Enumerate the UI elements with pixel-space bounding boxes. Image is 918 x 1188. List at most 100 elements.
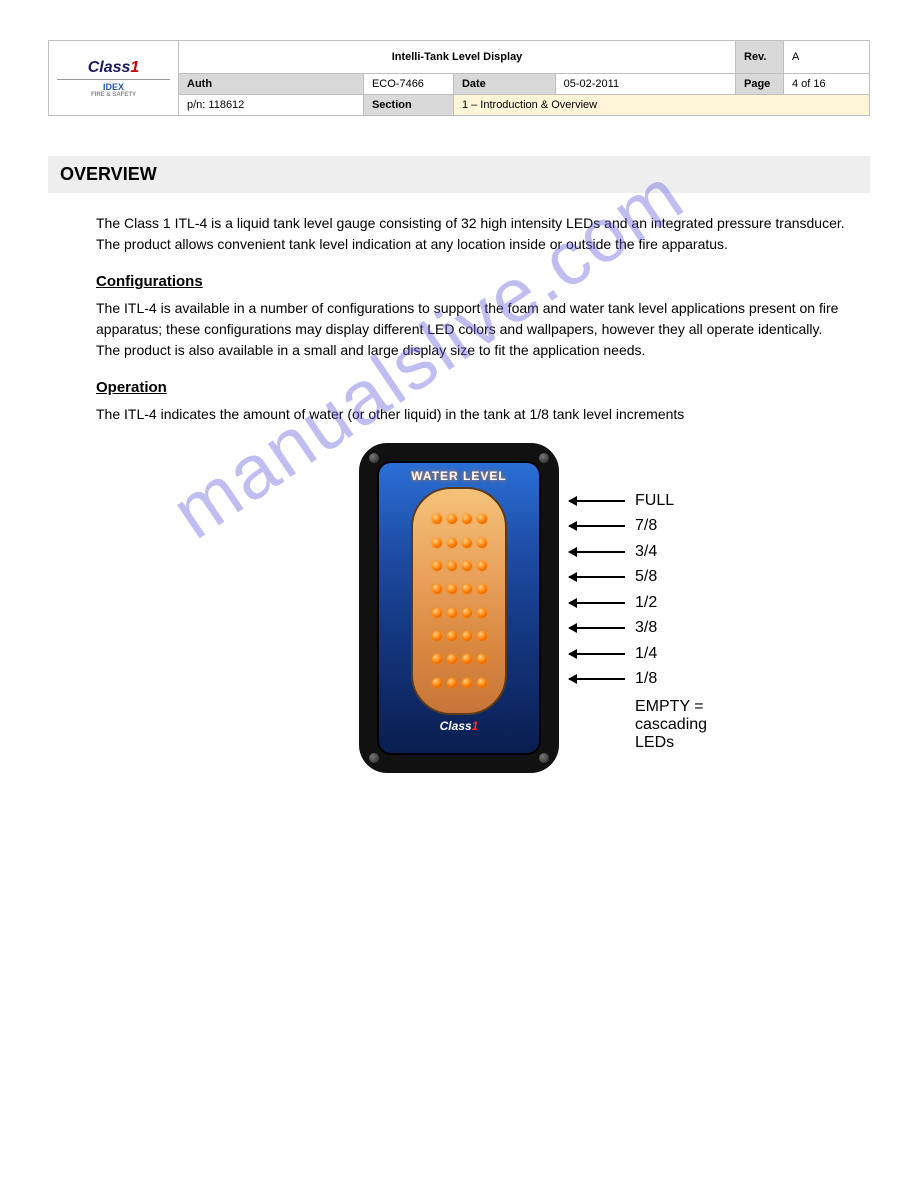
level-label-row: 1/4	[569, 641, 707, 667]
led-indicator	[477, 538, 487, 548]
led-row	[413, 654, 505, 664]
section-value: 1 – Introduction & Overview	[453, 95, 869, 116]
level-label-row: FULL	[569, 488, 707, 514]
tank-graphic	[411, 487, 507, 715]
logo-sub-tag: FIRE & SAFETY	[57, 92, 170, 98]
logo-sub-text: IDEX	[103, 82, 124, 92]
arrow-icon	[569, 500, 625, 502]
led-indicator	[447, 538, 457, 548]
led-indicator	[432, 514, 442, 524]
led-indicator	[462, 678, 472, 688]
led-indicator	[432, 608, 442, 618]
level-label-text: 5/8	[635, 568, 657, 586]
logo-text: Class	[88, 59, 131, 76]
device-figure: WATER LEVEL Class1 FULL 7/8 3/4 5/8 1/2 3/8 1/…	[48, 443, 870, 773]
arrow-icon	[569, 653, 625, 655]
device-brand: Class1	[379, 719, 539, 733]
led-indicator	[432, 631, 442, 641]
auth-label: Auth	[179, 74, 364, 95]
led-indicator	[447, 561, 457, 571]
led-indicator	[477, 608, 487, 618]
device-brand-digit: 1	[472, 719, 479, 733]
configurations-paragraph: The ITL-4 is available in a number of co…	[96, 298, 846, 361]
led-indicator	[447, 654, 457, 664]
logo-digit: 1	[130, 59, 139, 76]
led-indicator	[477, 514, 487, 524]
pn-value: p/n: 118612	[179, 95, 364, 116]
led-indicator	[432, 561, 442, 571]
led-indicator	[447, 631, 457, 641]
page-label: Page	[736, 74, 784, 95]
arrow-icon	[569, 627, 625, 629]
level-label-text: 1/2	[635, 594, 657, 612]
arrow-icon	[569, 576, 625, 578]
level-label-row: 7/8	[569, 514, 707, 540]
led-row	[413, 561, 505, 571]
led-indicator	[432, 584, 442, 594]
led-indicator	[447, 608, 457, 618]
led-indicator	[462, 561, 472, 571]
led-row	[413, 608, 505, 618]
led-row	[413, 538, 505, 548]
led-row	[413, 631, 505, 641]
led-indicator	[447, 678, 457, 688]
auth-value: ECO-7466	[363, 74, 453, 95]
date-label: Date	[453, 74, 555, 95]
level-label-row: 3/8	[569, 616, 707, 642]
doc-title: Intelli-Tank Level Display	[179, 41, 736, 74]
logo-cell: Class1 IDEX FIRE & SAFETY	[49, 41, 179, 116]
header-table: Class1 IDEX FIRE & SAFETY Intelli-Tank L…	[48, 40, 870, 116]
led-indicator	[447, 584, 457, 594]
device-screen: WATER LEVEL Class1	[377, 461, 541, 755]
overview-paragraph: The Class 1 ITL-4 is a liquid tank level…	[96, 213, 846, 255]
level-label-text: 3/8	[635, 619, 657, 637]
led-row	[413, 584, 505, 594]
level-label-row: 5/8	[569, 565, 707, 591]
level-label-row: 1/8	[569, 667, 707, 693]
led-indicator	[432, 678, 442, 688]
rev-value: A	[784, 41, 870, 74]
section-label: Section	[363, 95, 453, 116]
led-indicator	[462, 654, 472, 664]
logo-brand: Class1	[57, 59, 170, 77]
device-panel: WATER LEVEL Class1	[359, 443, 559, 773]
level-label-row: 1/2	[569, 590, 707, 616]
device-brand-text: Class	[440, 719, 472, 733]
operation-heading: Operation	[96, 379, 846, 396]
empty-label: EMPTY = cascading LEDs	[635, 698, 707, 752]
screw-icon	[369, 453, 379, 463]
operation-paragraph: The ITL-4 indicates the amount of water …	[96, 404, 846, 425]
arrow-icon	[569, 678, 625, 680]
level-label-text: 7/8	[635, 517, 657, 535]
page-value: 4 of 16	[784, 74, 870, 95]
section-bar: OVERVIEW	[48, 156, 870, 193]
level-label-row: 3/4	[569, 539, 707, 565]
level-labels: FULL 7/8 3/4 5/8 1/2 3/8 1/4 1/8 EMPTY = cascadi…	[569, 488, 707, 752]
arrow-icon	[569, 551, 625, 553]
led-indicator	[462, 631, 472, 641]
led-indicator	[462, 538, 472, 548]
led-row	[413, 514, 505, 524]
logo-sub: IDEX FIRE & SAFETY	[57, 79, 170, 98]
led-indicator	[477, 584, 487, 594]
led-indicator	[432, 654, 442, 664]
level-label-text: 1/8	[635, 670, 657, 688]
configurations-heading: Configurations	[96, 273, 846, 290]
led-indicator	[432, 538, 442, 548]
led-indicator	[462, 584, 472, 594]
level-label-text: FULL	[635, 492, 674, 510]
rev-label: Rev.	[736, 41, 784, 74]
arrow-icon	[569, 602, 625, 604]
led-indicator	[477, 561, 487, 571]
screen-title: WATER LEVEL	[379, 469, 539, 483]
led-row	[413, 678, 505, 688]
led-indicator	[477, 631, 487, 641]
led-indicator	[462, 514, 472, 524]
date-value: 05-02-2011	[555, 74, 735, 95]
led-indicator	[477, 654, 487, 664]
led-indicator	[477, 678, 487, 688]
arrow-icon	[569, 525, 625, 527]
screw-icon	[369, 753, 379, 763]
level-label-text: 1/4	[635, 645, 657, 663]
led-indicator	[462, 608, 472, 618]
